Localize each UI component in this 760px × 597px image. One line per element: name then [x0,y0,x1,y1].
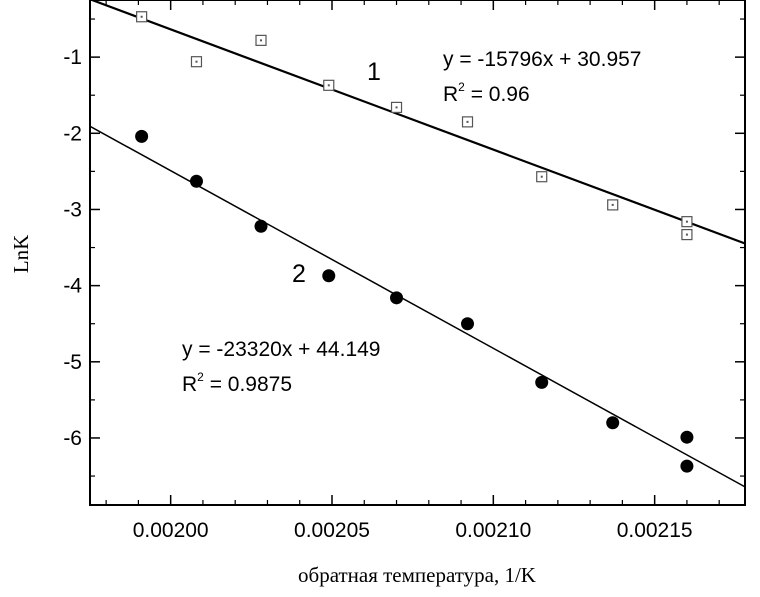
series-1-trendline [89,0,746,245]
y-tick-label: -5 [63,351,82,374]
series-2-point [390,291,404,305]
series-1-r2-prefix: R [443,83,458,106]
series-1-point [190,56,203,68]
data-markers [135,11,694,473]
series-1-point [136,11,148,23]
series-2-point [254,219,268,233]
x-axis-title: обратная температура, 1/K [298,563,536,587]
y-tick-label: -1 [63,46,82,69]
series-1-point [390,101,403,113]
x-tick-label: 0.00205 [294,519,370,542]
series-1-point [255,34,267,46]
series-2-label: 2 [292,260,306,288]
series-1-r2-value: = 0.96 [465,83,530,106]
y-axis-title: LnK [9,235,33,274]
series-2-r2-value: = 0.9875 [204,373,292,396]
series-2-point [680,459,694,473]
x-tick-label: 0.00200 [133,519,209,542]
series-1-point [607,199,619,211]
series-2-r2: R2 = 0.9875 [182,370,292,396]
series-1-point [536,171,548,183]
series-2-point [322,269,336,283]
series-2-point [680,430,694,444]
y-tick-label: -3 [63,198,82,221]
trendlines [89,0,746,488]
x-tick-label: 0.00215 [617,519,693,542]
series-2-r2-prefix: R [182,373,197,396]
series-2-point [535,375,549,389]
y-tick-labels: -1 -2 -3 -4 -5 -6 [63,46,82,450]
series-1-point [681,216,693,228]
series-1-r2-superscript: 2 [458,80,465,94]
plot-area-frame [89,0,746,506]
series-2-point [461,317,475,331]
x-tick-label: 0.00210 [455,519,531,542]
series-1-r2: R2 = 0.96 [443,80,530,106]
series-1-point [461,116,474,128]
series-2-point [606,416,620,430]
y-tick-label: -6 [63,427,82,450]
x-tick-labels: 0.00200 0.00205 0.00210 0.00215 [133,519,693,542]
y-tick-label: -2 [63,122,82,145]
series-2-r2-superscript: 2 [197,370,204,384]
series-2-trendline [89,125,746,488]
series-2-point [189,174,203,188]
series-1-equation: y = -15796x + 30.957 [443,48,642,71]
series-2-equation: y = -23320x + 44.149 [182,338,381,361]
axis-ticks [90,0,745,505]
series-2-point [135,129,149,143]
y-tick-label: -4 [63,275,82,298]
series-1-point [681,229,693,241]
series-1-label: 1 [367,58,381,86]
series-1-point [323,79,335,91]
